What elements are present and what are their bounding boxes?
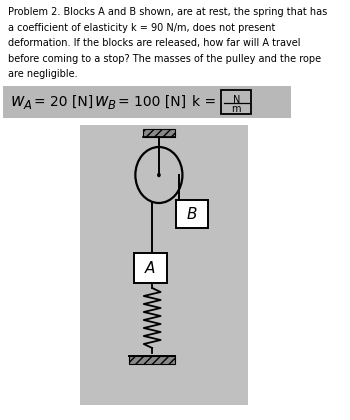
Text: a coefficient of elasticity k = 90 N/m, does not present: a coefficient of elasticity k = 90 N/m, …: [8, 23, 276, 32]
Text: Problem 2. Blocks A and B shown, are at rest, the spring that has: Problem 2. Blocks A and B shown, are at …: [8, 7, 328, 17]
Text: before coming to a stop? The masses of the pulley and the rope: before coming to a stop? The masses of t…: [8, 53, 322, 63]
Bar: [221, 90, 251, 114]
Text: N: N: [232, 95, 240, 105]
Text: = 20 [N]: = 20 [N]: [34, 95, 93, 109]
Bar: [80, 125, 248, 405]
Circle shape: [157, 173, 161, 177]
Bar: [129, 356, 175, 364]
Bar: [176, 200, 208, 228]
Text: = 100 [N]: = 100 [N]: [118, 95, 186, 109]
Text: A: A: [145, 260, 156, 276]
Text: $w_B$: $w_B$: [94, 94, 117, 110]
Text: k = 90: k = 90: [192, 95, 238, 109]
Text: m: m: [231, 104, 241, 114]
Bar: [143, 129, 175, 137]
Bar: [4, 86, 291, 118]
Text: B: B: [187, 207, 197, 221]
Text: are negligible.: are negligible.: [8, 69, 78, 79]
Text: deformation. If the blocks are released, how far will A travel: deformation. If the blocks are released,…: [8, 38, 301, 48]
Bar: [134, 253, 167, 283]
Text: $w_A$: $w_A$: [10, 94, 33, 110]
